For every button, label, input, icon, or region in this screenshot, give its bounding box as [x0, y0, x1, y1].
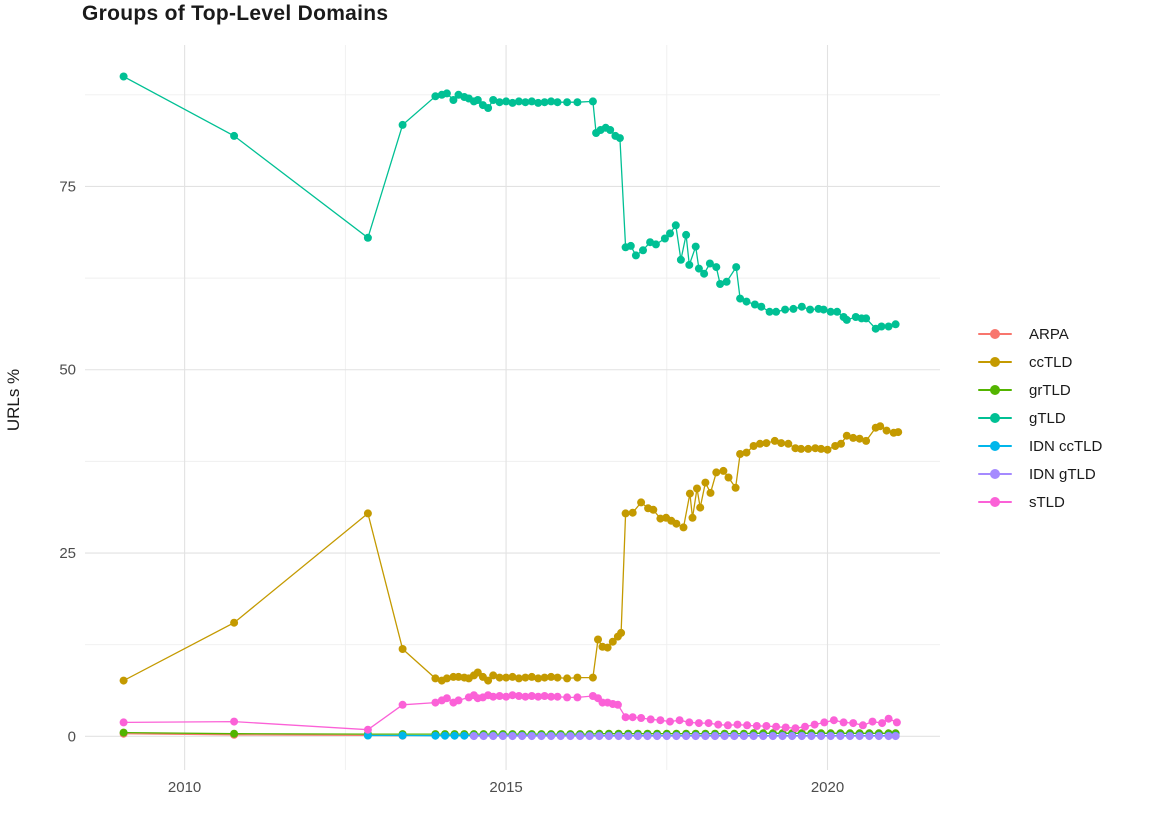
legend-key-icon [978, 412, 1012, 424]
y-tick-label: 50 [59, 362, 76, 379]
x-tick-label: 2010 [168, 779, 201, 796]
series-line-gtld [123, 75, 896, 330]
legend-key-icon [978, 468, 1012, 480]
x-tick-label: 2015 [489, 779, 522, 796]
series-points-gtld [119, 72, 900, 333]
legend: ARPA ccTLD grTLD gTLD IDN ccTLD IDN gTLD sTLD [978, 320, 1102, 516]
series-points-stld [119, 691, 901, 734]
legend-label: grTLD [1029, 381, 1071, 399]
legend-label: gTLD [1029, 409, 1066, 427]
legend-label: ccTLD [1029, 353, 1073, 371]
legend-label: sTLD [1029, 493, 1065, 511]
legend-key-icon [978, 384, 1012, 396]
legend-label: ARPA [1029, 325, 1069, 343]
legend-key-icon [978, 496, 1012, 508]
y-tick-label: 75 [59, 179, 76, 196]
series-gtld [119, 72, 900, 333]
legend-item-idn-cctld: IDN ccTLD [978, 432, 1102, 460]
x-tick-label: 2020 [811, 779, 844, 796]
y-tick-label: 0 [68, 728, 76, 745]
chart-title: Groups of Top-Level Domains [82, 2, 389, 25]
legend-item-stld: sTLD [978, 488, 1102, 516]
series-stld [119, 691, 901, 734]
legend-item-idn-gtld: IDN gTLD [978, 460, 1102, 488]
legend-key-icon [978, 328, 1012, 340]
series-cctld [119, 422, 903, 685]
legend-label: IDN ccTLD [1029, 437, 1103, 455]
series-points-cctld [119, 422, 903, 685]
y-axis-title: URLs % [4, 368, 23, 432]
series-points-idn-gtld [469, 732, 900, 741]
legend-key-icon [978, 356, 1012, 368]
legend-key-icon [978, 440, 1012, 452]
legend-item-grtld: grTLD [978, 376, 1102, 404]
y-axis-tick-labels: 0 25 50 75 [59, 179, 76, 746]
series-idn-gtld [469, 732, 900, 741]
series-line-stld [123, 694, 898, 731]
legend-label: IDN gTLD [1029, 465, 1096, 483]
y-tick-label: 25 [59, 545, 76, 562]
legend-item-cctld: ccTLD [978, 348, 1102, 376]
gridlines-minor [85, 45, 940, 770]
legend-item-gtld: gTLD [978, 404, 1102, 432]
legend-item-arpa: ARPA [978, 320, 1102, 348]
gridlines-major [85, 45, 940, 770]
x-axis-tick-labels: 2010 2015 2020 [168, 779, 844, 796]
